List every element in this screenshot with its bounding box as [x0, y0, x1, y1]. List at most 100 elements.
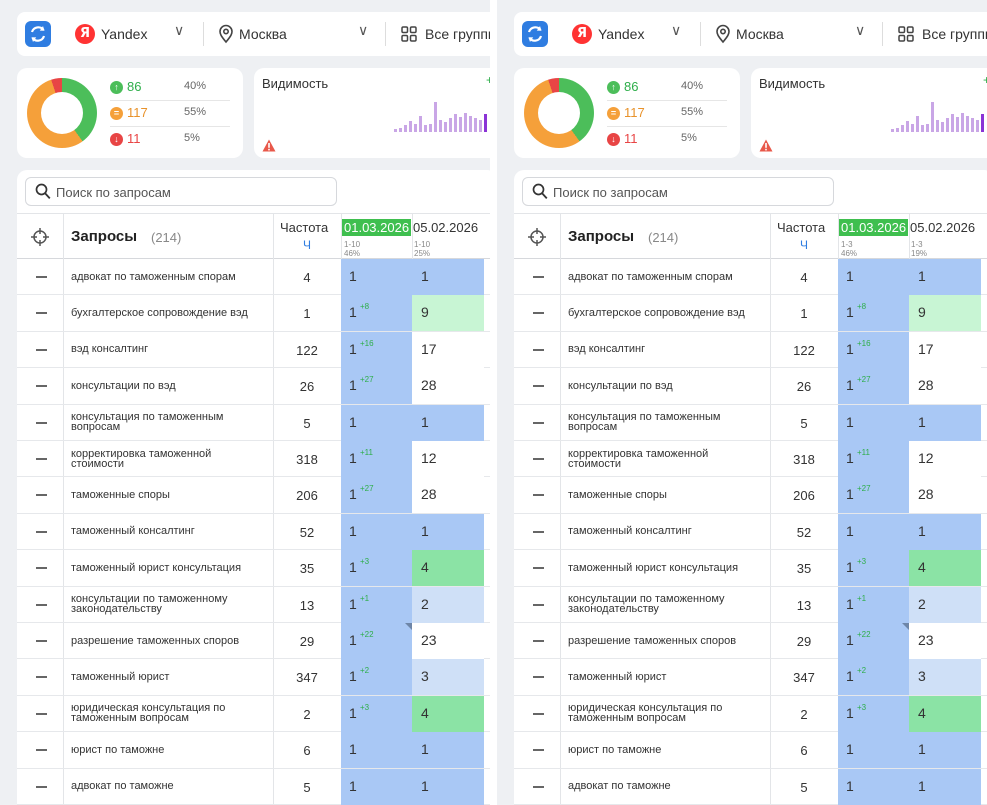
date-header-previous[interactable]: 05.02.2026 — [910, 220, 976, 235]
row-select-toggle[interactable] — [533, 276, 544, 278]
position-current-cell[interactable]: 1 +27 — [838, 368, 909, 405]
row-select-toggle[interactable] — [533, 603, 544, 606]
position-current-cell[interactable]: 1 +11 — [341, 441, 412, 477]
table-row[interactable]: таможенный юрист консультация 35 1 +3 4 — [514, 550, 987, 587]
position-previous-cell[interactable]: 2 — [909, 586, 981, 623]
table-row[interactable]: таможенный юрист 347 1 +2 3 — [17, 659, 490, 696]
position-current-cell[interactable]: 1 +2 — [838, 659, 909, 696]
chevron-down-icon[interactable]: ∨ — [671, 23, 682, 39]
position-previous-cell[interactable]: 28 — [412, 368, 484, 405]
row-select-toggle[interactable] — [533, 640, 544, 642]
query-text[interactable]: консультации по таможенному законодатель… — [568, 593, 725, 616]
table-row[interactable]: корректировка таможенной стоимости 318 1 +1… — [17, 441, 490, 478]
position-current-cell[interactable]: 1 — [341, 768, 412, 805]
query-text[interactable]: адвокат по таможне — [568, 780, 671, 793]
table-row[interactable]: разрешение таможенных споров 29 1 +22 23 — [17, 623, 490, 660]
position-current-cell[interactable]: 1 +16 — [838, 331, 909, 368]
row-select-toggle[interactable] — [36, 603, 47, 606]
row-select-toggle[interactable] — [533, 421, 544, 424]
position-previous-cell[interactable]: 1 — [412, 513, 484, 550]
warning-icon[interactable] — [262, 139, 276, 152]
position-current-cell[interactable]: 1 — [838, 768, 909, 805]
chevron-down-icon[interactable]: ∨ — [174, 23, 185, 39]
position-current-cell[interactable]: 1 — [341, 404, 412, 441]
query-text[interactable]: консультация по таможенным вопросам — [71, 411, 224, 434]
position-previous-cell[interactable]: 28 — [909, 477, 981, 514]
crosshair-icon[interactable] — [527, 227, 547, 247]
position-previous-cell[interactable]: 23 — [909, 623, 981, 659]
row-select-toggle[interactable] — [36, 385, 47, 388]
search-engine-select[interactable]: Yandex — [101, 26, 148, 42]
table-row[interactable]: таможенный консалтинг 52 1 1 — [17, 513, 490, 551]
position-previous-cell[interactable]: 1 — [412, 732, 484, 769]
position-current-cell[interactable]: 1 +3 — [341, 550, 412, 587]
table-row[interactable]: таможенный юрист консультация 35 1 +3 4 — [17, 550, 490, 587]
row-select-toggle[interactable] — [36, 458, 47, 460]
query-text[interactable]: таможенный юрист консультация — [568, 561, 739, 574]
queries-header[interactable]: Запросы — [568, 228, 635, 245]
row-select-toggle[interactable] — [36, 530, 47, 533]
position-previous-cell[interactable]: 17 — [412, 331, 484, 368]
row-select-toggle[interactable] — [533, 676, 544, 679]
table-row[interactable]: юридическая консультация по таможенным в… — [514, 695, 987, 733]
query-text[interactable]: адвокат по таможне — [71, 780, 174, 793]
position-current-cell[interactable]: 1 +11 — [838, 441, 909, 477]
row-select-toggle[interactable] — [533, 712, 544, 715]
region-select[interactable]: Москва — [736, 26, 784, 42]
search-input[interactable] — [56, 182, 326, 202]
position-current-cell[interactable]: 1 +3 — [341, 695, 412, 732]
query-text[interactable]: консультации по вэд — [71, 379, 176, 392]
table-row[interactable]: корректировка таможенной стоимости 318 1 +1… — [514, 441, 987, 478]
table-row[interactable]: таможенные споры 206 1 +27 28 — [17, 477, 490, 514]
region-select[interactable]: Москва — [239, 26, 287, 42]
date-header-current[interactable]: 01.03.2026 — [342, 219, 412, 236]
query-text[interactable]: корректировка таможенной стоимости — [568, 447, 709, 470]
chevron-down-icon[interactable]: ∨ — [358, 23, 369, 39]
position-previous-cell[interactable]: 3 — [412, 659, 484, 696]
row-select-toggle[interactable] — [36, 749, 47, 752]
date-header-current[interactable]: 01.03.2026 — [839, 219, 909, 236]
query-text[interactable]: юрист по таможне — [71, 743, 165, 756]
query-text[interactable]: бухгалтерское сопровождение вэд — [71, 307, 248, 320]
row-select-toggle[interactable] — [36, 676, 47, 679]
table-row[interactable]: таможенный консалтинг 52 1 1 — [514, 513, 987, 551]
query-text[interactable]: консультации по вэд — [568, 379, 673, 392]
queries-header[interactable]: Запросы — [71, 228, 138, 245]
frequency-type[interactable]: Ч — [800, 238, 808, 252]
table-row[interactable]: юридическая консультация по таможенным в… — [17, 695, 490, 733]
position-current-cell[interactable]: 1 +1 — [838, 586, 909, 623]
query-text[interactable]: таможенный консалтинг — [568, 525, 692, 538]
query-text[interactable]: юридическая консультация по таможенным в… — [71, 702, 226, 725]
row-select-toggle[interactable] — [533, 494, 544, 497]
row-select-toggle[interactable] — [36, 712, 47, 715]
row-select-toggle[interactable] — [36, 785, 47, 788]
position-previous-cell[interactable]: 1 — [909, 768, 981, 805]
refresh-button[interactable] — [522, 21, 548, 47]
query-text[interactable]: юрист по таможне — [568, 743, 662, 756]
table-row[interactable]: адвокат по таможне 5 1 1 — [17, 768, 490, 805]
query-text[interactable]: юридическая консультация по таможенным в… — [568, 702, 723, 725]
query-text[interactable]: таможенные споры — [568, 489, 667, 502]
groups-select[interactable]: Все группы — [425, 26, 490, 42]
table-row[interactable]: бухгалтерское сопровождение вэд 1 1 +8 9 — [514, 295, 987, 332]
frequency-header[interactable]: Частота — [777, 220, 826, 235]
query-text[interactable]: консультации по таможенному законодатель… — [71, 593, 228, 616]
query-text[interactable]: вэд консалтинг — [568, 343, 646, 356]
search-box[interactable] — [25, 177, 337, 206]
query-text[interactable]: бухгалтерское сопровождение вэд — [568, 307, 745, 320]
query-text[interactable]: таможенный юрист — [568, 671, 667, 684]
position-previous-cell[interactable]: 4 — [412, 550, 484, 587]
table-row[interactable]: консультации по таможенному законодатель… — [514, 586, 987, 623]
query-text[interactable]: разрешение таможенных споров — [71, 634, 240, 647]
position-current-cell[interactable]: 1 +16 — [341, 331, 412, 368]
row-select-toggle[interactable] — [533, 530, 544, 533]
position-previous-cell[interactable]: 4 — [909, 550, 981, 587]
row-select-toggle[interactable] — [36, 276, 47, 278]
row-select-toggle[interactable] — [533, 385, 544, 388]
table-row[interactable]: вэд консалтинг 122 1 +16 17 — [17, 331, 490, 369]
query-text[interactable]: консультация по таможенным вопросам — [568, 411, 721, 434]
position-previous-cell[interactable]: 1 — [909, 513, 981, 550]
table-row[interactable]: юрист по таможне 6 1 1 — [514, 732, 987, 769]
position-current-cell[interactable]: 1 — [838, 404, 909, 441]
table-row[interactable]: юрист по таможне 6 1 1 — [17, 732, 490, 769]
